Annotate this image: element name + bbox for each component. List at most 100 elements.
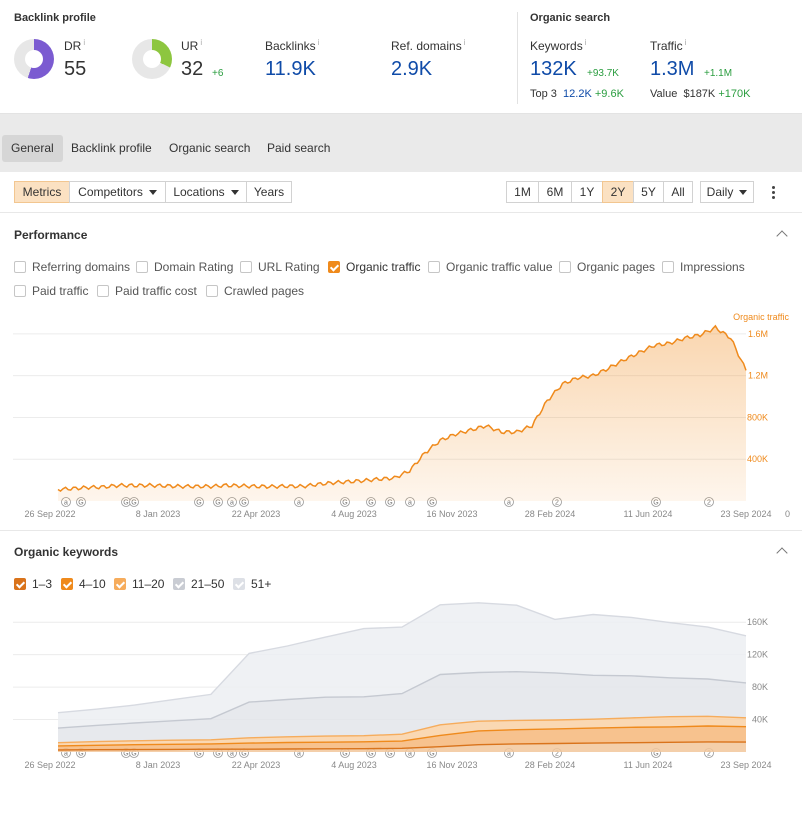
info-icon[interactable]: i xyxy=(463,38,466,47)
backlinks-value-link[interactable]: 11.9K xyxy=(265,58,316,80)
tab-organic-search[interactable]: Organic search xyxy=(169,141,251,155)
annotation-marker-label: G xyxy=(215,500,220,507)
competitors-dropdown[interactable]: Competitors xyxy=(69,181,166,203)
range-1y-button[interactable]: 1Y xyxy=(571,181,603,203)
general-panel: Metrics Competitors Locations Years 1M 6… xyxy=(0,172,802,813)
x-tick-label: 11 Jun 2024 xyxy=(624,760,673,770)
range-5y-button[interactable]: 5Y xyxy=(633,181,664,203)
checkbox-label: Referring domains xyxy=(32,260,131,274)
checkbox-checked-icon xyxy=(233,578,245,590)
keywords-value-link[interactable]: 132K xyxy=(530,58,577,80)
value-value: $187K xyxy=(683,88,716,100)
top3-value[interactable]: 12.2K xyxy=(563,88,592,100)
ur-delta: +6 xyxy=(212,68,224,79)
collapse-chevron-icon[interactable] xyxy=(776,547,788,559)
organic-traffic-area xyxy=(58,325,746,501)
annotation-marker-label: a xyxy=(297,500,301,507)
value-row: Value $187K +170K xyxy=(650,88,750,100)
annotation-marker-label: 2 xyxy=(707,500,711,507)
backlink-profile-title: Backlink profile xyxy=(14,12,96,24)
checkbox-empty-icon xyxy=(14,261,26,273)
ref-domains-label: Ref. domains i xyxy=(391,38,466,53)
range-2y-button[interactable]: 2Y xyxy=(602,181,634,203)
divider xyxy=(0,530,802,531)
annotation-marker-label: G xyxy=(387,500,392,507)
granularity-dropdown[interactable]: Daily xyxy=(700,181,754,203)
checkbox-label: Organic traffic value xyxy=(446,260,553,274)
legend-label: 21–50 xyxy=(191,577,225,591)
checkbox-empty-icon xyxy=(206,285,218,297)
checkbox-label: Paid traffic xyxy=(32,284,89,298)
x-tick-label: 28 Feb 2024 xyxy=(525,509,576,519)
divider xyxy=(0,212,802,213)
annotation-marker-label: G xyxy=(368,500,373,507)
y-tick-label: 80K xyxy=(752,682,768,692)
keyword-band-area xyxy=(58,602,746,729)
range-6m-button[interactable]: 6M xyxy=(538,181,572,203)
annotation-marker-label: G xyxy=(342,500,347,507)
annotation-marker-label: G xyxy=(123,751,128,758)
metrics-button[interactable]: Metrics xyxy=(14,181,70,203)
annotation-marker-label: G xyxy=(241,500,246,507)
checkbox-label: Organic pages xyxy=(577,260,656,274)
x-tick-label: 8 Jan 2023 xyxy=(136,760,181,770)
checkbox-empty-icon xyxy=(428,261,440,273)
tab-paid-search[interactable]: Paid search xyxy=(267,141,331,155)
years-button[interactable]: Years xyxy=(246,181,292,203)
tab-general[interactable]: General xyxy=(2,135,63,162)
info-icon[interactable]: i xyxy=(684,38,687,47)
top3-delta: +9.6K xyxy=(594,88,624,100)
y-tick-label: 0 xyxy=(785,509,790,519)
annotation-marker-label: G xyxy=(131,751,136,758)
checkbox-empty-icon xyxy=(14,285,26,297)
checkbox-label: Crawled pages xyxy=(224,284,305,298)
checkbox-empty-icon xyxy=(662,261,674,273)
organic-traffic-line[interactable] xyxy=(57,324,747,493)
checkbox-label: Organic traffic xyxy=(346,260,421,274)
checkbox-empty-icon xyxy=(559,261,571,273)
locations-dropdown[interactable]: Locations xyxy=(165,181,247,203)
chevron-down-icon xyxy=(148,190,157,196)
info-icon[interactable]: i xyxy=(584,38,587,47)
annotation-marker-label: a xyxy=(230,751,234,758)
annotation-marker-label: G xyxy=(215,751,220,758)
annotation-marker-label: a xyxy=(64,500,68,507)
annotation-marker-label: G xyxy=(429,500,434,507)
ref-domains-value-link[interactable]: 2.9K xyxy=(391,58,433,80)
metrics-header: Backlink profile DR i 55 UR i 32 +6 Backli… xyxy=(0,0,802,114)
annotation-marker-label: a xyxy=(297,751,301,758)
checkbox-empty-icon xyxy=(240,261,252,273)
x-tick-label: 8 Jan 2023 xyxy=(136,509,181,519)
annotation-marker-label: G xyxy=(342,751,347,758)
keyword-band-line[interactable] xyxy=(57,725,747,747)
keyword-band-line[interactable] xyxy=(57,741,747,751)
x-tick-label: 11 Jun 2024 xyxy=(624,509,673,519)
checkbox-empty-icon xyxy=(97,285,109,297)
annotation-marker-label: G xyxy=(368,751,373,758)
x-tick-label: 23 Sep 2024 xyxy=(720,509,771,519)
chevron-down-icon xyxy=(230,190,239,196)
keyword-band-line[interactable] xyxy=(57,715,747,744)
tab-backlink-profile[interactable]: Backlink profile xyxy=(71,141,152,155)
keyword-band-line[interactable] xyxy=(57,602,747,714)
info-icon[interactable]: i xyxy=(200,38,203,47)
annotation-marker-label: a xyxy=(64,751,68,758)
info-icon[interactable]: i xyxy=(317,38,320,47)
y-tick-label: 40K xyxy=(752,715,768,725)
x-tick-label: 4 Aug 2023 xyxy=(331,760,377,770)
x-tick-label: 26 Sep 2022 xyxy=(24,509,75,519)
organic-keywords-chart: 40K 80K 120K 160K 26 Sep 2022 8 Jan 2023 22 Ap… xyxy=(13,602,772,770)
checkbox-label: Domain Rating xyxy=(154,260,234,274)
range-1m-button[interactable]: 1M xyxy=(506,181,539,203)
info-icon[interactable]: i xyxy=(83,38,86,47)
collapse-chevron-icon[interactable] xyxy=(776,230,788,242)
annotation-marker-label: G xyxy=(653,500,658,507)
traffic-value-link[interactable]: 1.3M xyxy=(650,58,695,80)
annotation-marker-label: G xyxy=(653,751,658,758)
range-all-button[interactable]: All xyxy=(663,181,693,203)
ur-value: 32 xyxy=(181,58,204,80)
annotation-marker-label: G xyxy=(241,751,246,758)
checkbox-label: Impressions xyxy=(680,260,745,274)
keyword-band-line[interactable] xyxy=(57,670,747,729)
more-options-icon[interactable] xyxy=(772,186,776,200)
